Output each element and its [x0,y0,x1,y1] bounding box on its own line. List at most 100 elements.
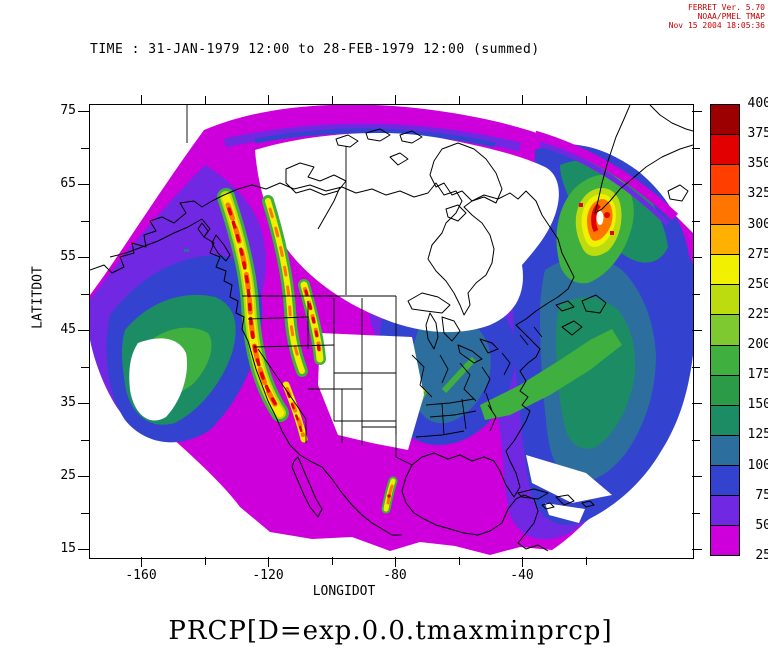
mexico-hotspot [381,476,398,514]
y-minor-tick-right [692,366,700,368]
x-minor-tick-top [204,96,206,104]
y-minor-tick-right [692,439,700,441]
y-axis-title: LATITDOT [30,266,46,329]
colorbar-segment [710,464,740,496]
x-minor-tick-top [331,96,333,104]
colorbar-tick-label: 150 [747,397,768,413]
colorbar-tick-label: 275 [747,246,768,262]
x-tick-label: -80 [383,568,407,583]
colorbar-tick-label: 250 [747,276,768,292]
colorbar-tick-label: 375 [747,126,768,142]
stamp-line-3: Nov 15 2004 18:05:36 [668,21,765,30]
colorbar-tick-label: 300 [747,216,768,232]
y-major-tick-right [692,257,702,258]
colorbar-tick-label: 325 [747,186,768,202]
colorbar-segment [710,224,740,256]
plot-time-title: TIME : 31-JAN-1979 12:00 to 28-FEB-1979 … [90,42,540,57]
coastlines [90,105,693,552]
x-major-tick [395,557,396,567]
y-minor-tick-right [692,512,700,514]
x-major-tick-top [522,95,523,104]
colorbar-segment [710,494,740,526]
x-minor-tick-top [585,96,587,104]
y-minor-tick [81,147,89,149]
west-coast-hotspots [217,188,326,443]
y-major-tick-right [692,549,702,550]
stamp-line-2: NOAA/PMEL TMAP [697,12,765,21]
y-minor-tick [81,366,89,368]
colorbar-segment [710,194,740,226]
x-minor-tick [331,557,333,565]
y-tick-label: 65 [60,176,76,191]
y-major-tick [78,476,89,477]
x-minor-tick [204,557,206,565]
colorbar-segment [710,434,740,466]
colorbar [710,104,740,556]
colorbar-segment [710,404,740,436]
y-tick-label: 15 [60,541,76,556]
precipitation-map [90,105,693,555]
colorbar-segment [710,314,740,346]
arc-band-blue [254,128,496,148]
colorbar-segment [710,134,740,166]
x-major-tick-top [395,95,396,104]
y-major-tick [78,403,89,404]
y-major-tick-right [692,476,702,477]
x-tick-label: -40 [510,568,534,583]
y-minor-tick [81,439,89,441]
y-tick-label: 35 [60,395,76,410]
stamp-line-1: FERRET Ver. 5.70 [687,3,765,12]
colorbar-tick-label: 125 [747,427,768,443]
y-tick-label: 25 [60,468,76,483]
x-minor-tick-top [458,96,460,104]
colorbar-segment [710,254,740,286]
y-minor-tick-right [692,147,700,149]
x-major-tick [268,557,269,567]
colorbar-segment [710,164,740,196]
state-borders [186,105,543,466]
y-minor-tick [81,293,89,295]
colorbar-tick-label: 225 [747,306,768,322]
colorbar-segment [710,284,740,316]
x-major-tick [141,557,142,567]
colorbar-segment [710,374,740,406]
x-axis-title: LONGIDOT [312,584,376,599]
y-major-tick [78,184,89,185]
no-data-zones [129,132,612,523]
x-tick-label: -120 [252,568,284,583]
x-major-tick [522,557,523,567]
colorbar-tick-label: 350 [747,156,768,172]
y-minor-tick-right [692,293,700,295]
y-tick-label: 45 [60,322,76,337]
colorbar-tick-label: 400 [747,96,768,111]
y-tick-label: 75 [60,103,76,118]
x-major-tick-top [141,95,142,104]
y-major-tick [78,549,89,550]
colorbar-segment [710,344,740,376]
x-minor-tick [585,557,587,565]
colorbar-segment [710,524,740,556]
colorbar-tick-label: 175 [747,367,768,383]
y-minor-tick-right [692,220,700,222]
x-tick-label: -160 [125,568,157,583]
y-tick-label: 55 [60,249,76,264]
colorbar-tick-label: 50 [755,517,768,533]
y-major-tick [78,330,89,331]
y-major-tick-right [692,330,702,331]
ferret-version-stamp: FERRET Ver. 5.70 NOAA/PMEL TMAP Nov 15 2… [669,3,765,30]
arc-band-violet [224,123,522,152]
y-major-tick-right [692,403,702,404]
greenland-hotspot [575,188,622,256]
colorbar-tick-label: 75 [755,487,768,503]
y-major-tick-right [692,111,702,112]
colorbar-tick-label: 200 [747,337,768,353]
map-frame [89,104,694,559]
y-major-tick-right [692,184,702,185]
colorbar-tick-label: 100 [747,457,768,473]
y-minor-tick [81,512,89,514]
variable-label: PRCP[D=exp.0.0.tmaxminprcp] [168,616,613,646]
colorbar-segment [710,104,740,136]
y-minor-tick [81,220,89,222]
y-major-tick [78,111,89,112]
